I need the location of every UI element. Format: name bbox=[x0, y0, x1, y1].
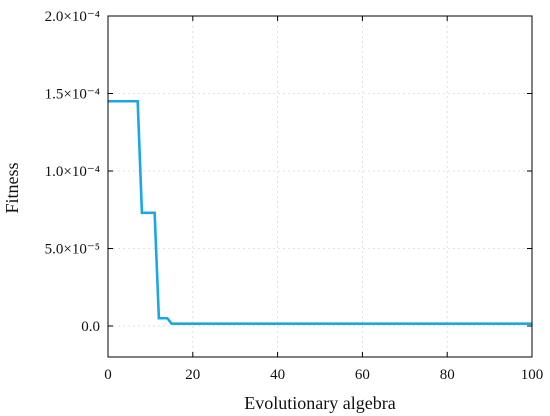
y-tick-label: 2.0×10⁻⁴ bbox=[45, 9, 100, 25]
x-axis-title: Evolutionary algebra bbox=[244, 393, 395, 413]
x-tick-label: 40 bbox=[270, 367, 285, 383]
y-tick-label: 0.0 bbox=[81, 319, 100, 335]
x-tick-label: 80 bbox=[440, 367, 455, 383]
axis-ticks bbox=[107, 15, 533, 357]
series-line-0 bbox=[108, 99, 532, 325]
x-tick-label: 0 bbox=[104, 367, 112, 383]
x-tick-labels: 0 20 40 60 80 100 bbox=[104, 367, 543, 383]
x-tick-label: 20 bbox=[185, 367, 200, 383]
x-tick-label: 60 bbox=[355, 367, 370, 383]
y-tick-label: 5.0×10⁻⁵ bbox=[45, 242, 100, 258]
x-tick-label: 100 bbox=[521, 367, 544, 383]
y-tick-label: 1.5×10⁻⁴ bbox=[45, 87, 100, 103]
y-tick-label: 1.0×10⁻⁴ bbox=[45, 164, 100, 180]
series-layer bbox=[108, 99, 532, 325]
plot-frame bbox=[107, 15, 533, 358]
grid-lines bbox=[108, 16, 532, 357]
y-axis-title: Fitness bbox=[2, 162, 22, 213]
y-tick-labels: 0.0 5.0×10⁻⁵ 1.0×10⁻⁴ 1.5×10⁻⁴ 2.0×10⁻⁴ bbox=[45, 9, 100, 335]
